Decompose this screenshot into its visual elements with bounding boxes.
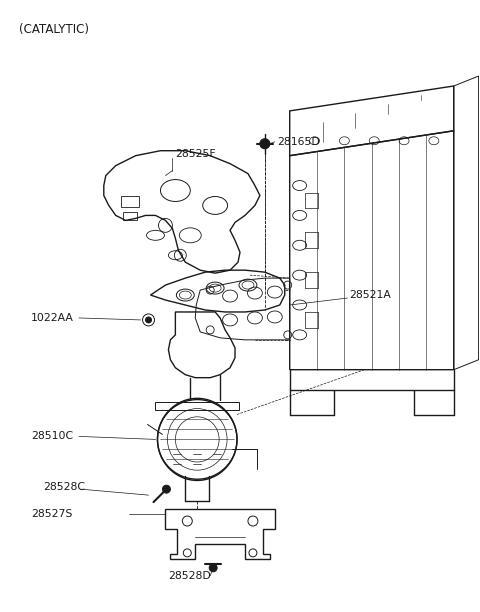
- Text: 1022AA: 1022AA: [31, 313, 74, 323]
- Circle shape: [162, 485, 170, 493]
- Circle shape: [145, 317, 152, 323]
- Circle shape: [260, 139, 270, 149]
- Text: 28528D: 28528D: [168, 571, 211, 581]
- Text: (CATALYTIC): (CATALYTIC): [19, 23, 89, 36]
- Text: 28165D: 28165D: [277, 136, 320, 147]
- Text: 28528C: 28528C: [43, 482, 85, 492]
- Text: 28521A: 28521A: [349, 290, 391, 300]
- Circle shape: [209, 564, 217, 572]
- Text: 28510C: 28510C: [31, 431, 73, 441]
- Text: 28525F: 28525F: [175, 149, 216, 159]
- Text: 28527S: 28527S: [31, 509, 72, 519]
